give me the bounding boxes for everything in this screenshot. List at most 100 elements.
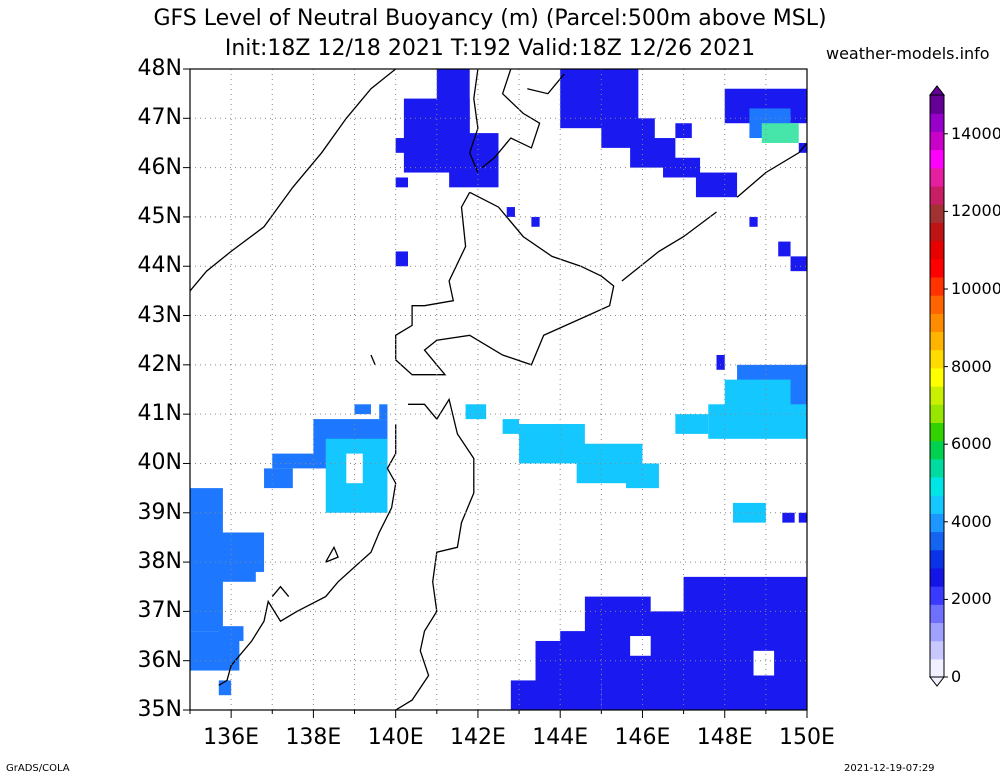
field-cell xyxy=(663,157,701,178)
colorbar-label: 12000 xyxy=(951,201,1000,221)
colorbar-swatch xyxy=(930,658,944,678)
field-cell xyxy=(675,123,692,139)
field-cell xyxy=(519,424,585,464)
colorbar-swatch xyxy=(930,331,944,351)
colorbar-swatch xyxy=(930,295,944,314)
field-cell xyxy=(716,354,725,370)
colorbar-swatch xyxy=(930,458,944,478)
colorbar-swatch xyxy=(930,222,944,242)
field-cell xyxy=(798,512,807,523)
colorbar-swatch xyxy=(930,113,944,132)
lat-label: 35N xyxy=(137,697,182,722)
lon-label: 150E xyxy=(779,725,835,750)
colorbar-swatch xyxy=(930,313,944,333)
colorbar-swatch xyxy=(930,404,944,423)
field-cell xyxy=(531,216,540,227)
lat-label: 44N xyxy=(137,253,182,279)
coast-line xyxy=(527,73,565,95)
coast-line xyxy=(395,191,615,376)
coast-line xyxy=(736,142,808,198)
coast-line xyxy=(218,424,397,686)
colorbar-high-arrow xyxy=(928,85,946,96)
colorbar-swatch xyxy=(930,349,944,369)
lat-label: 40N xyxy=(137,450,182,476)
field-cell xyxy=(560,631,602,686)
colorbar-swatch xyxy=(930,422,944,442)
buoyancy-field xyxy=(190,69,807,710)
timestamp: 2021-12-19-07:29 xyxy=(844,763,935,774)
colorbar-swatch xyxy=(930,95,944,114)
field-cell xyxy=(782,512,795,523)
lon-label: 146E xyxy=(614,725,671,750)
colorbar-swatch xyxy=(930,240,944,260)
field-cell xyxy=(354,404,371,415)
lat-label: 45N xyxy=(137,203,182,229)
lat-label: 43N xyxy=(137,302,182,328)
lat-label: 41N xyxy=(137,401,182,427)
field-cell xyxy=(708,404,807,439)
colorbar-label: 10000 xyxy=(951,279,1000,298)
map-frame xyxy=(189,68,808,711)
colorbar-label: 2000 xyxy=(951,589,992,609)
field-cell xyxy=(272,453,322,469)
field-cell xyxy=(790,256,807,272)
lon-label: 138E xyxy=(285,725,342,750)
field-cell xyxy=(778,241,791,257)
lat-label: 37N xyxy=(137,598,182,624)
colorbar-swatch xyxy=(930,476,944,496)
lat-label: 42N xyxy=(137,351,182,377)
colorbar-swatch xyxy=(930,204,944,223)
lon-label: 140E xyxy=(367,725,424,750)
colorbar-swatch xyxy=(930,167,944,187)
field-cell xyxy=(502,419,520,434)
field-cell xyxy=(395,251,409,267)
field-cell xyxy=(761,123,799,143)
field-cell xyxy=(379,404,388,420)
lat-label: 47N xyxy=(137,105,182,131)
coast-line xyxy=(469,68,479,173)
colorbar-frame xyxy=(929,94,945,678)
colorbar-label: 4000 xyxy=(951,511,992,531)
lat-label: 48N xyxy=(137,56,182,81)
colorbar-swatch xyxy=(930,258,944,278)
lat-label: 36N xyxy=(137,647,182,673)
colorbar-label: 14000 xyxy=(951,123,1000,143)
field-cell xyxy=(695,172,738,198)
field-gap xyxy=(753,650,775,676)
field-cell xyxy=(218,626,244,641)
lat-lon-grid xyxy=(183,68,808,718)
colorbar-swatch xyxy=(930,531,944,551)
field-cell xyxy=(395,138,417,153)
colorbar-swatch xyxy=(930,367,944,387)
colorbar-swatch xyxy=(930,495,944,514)
field-cell xyxy=(749,216,758,227)
colorbar-swatch xyxy=(930,622,944,642)
field-gap xyxy=(630,636,651,656)
lon-label: 136E xyxy=(203,725,260,750)
colorbar-label: 8000 xyxy=(951,356,992,376)
coast-line xyxy=(189,68,397,292)
grads-credit: GrADS/COLA xyxy=(6,763,70,774)
coastline xyxy=(189,68,808,711)
colorbar-swatch xyxy=(930,440,944,460)
coast-line xyxy=(481,68,541,169)
field-cell xyxy=(206,562,256,582)
colorbar-swatch xyxy=(930,149,944,169)
colorbar-swatch xyxy=(930,513,944,533)
map-subtitle: Init:18Z 12/18 2021 T:192 Valid:18Z 12/2… xyxy=(224,36,756,61)
colorbar-label: 0 xyxy=(951,667,962,686)
coast-line xyxy=(395,397,475,711)
field-cell xyxy=(465,404,487,420)
lon-label: 144E xyxy=(532,725,589,750)
colorbar-swatch xyxy=(930,567,944,587)
field-cell xyxy=(264,468,293,489)
field-cell xyxy=(510,680,561,710)
field-cell xyxy=(732,502,766,523)
colorbar-swatch xyxy=(930,276,944,296)
coast-line xyxy=(325,545,339,563)
colorbar-swatch xyxy=(930,586,944,605)
colorbar-swatch xyxy=(930,131,944,151)
lat-label: 46N xyxy=(137,154,182,180)
